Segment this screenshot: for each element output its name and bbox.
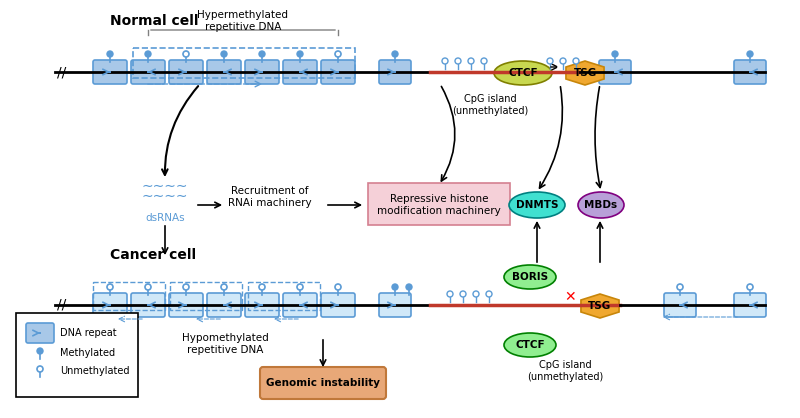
Circle shape bbox=[259, 51, 265, 57]
Text: Hypomethylated
repetitive DNA: Hypomethylated repetitive DNA bbox=[182, 333, 268, 354]
Text: TSG: TSG bbox=[588, 301, 612, 311]
FancyBboxPatch shape bbox=[245, 60, 279, 84]
Circle shape bbox=[747, 284, 753, 290]
FancyBboxPatch shape bbox=[93, 60, 127, 84]
FancyBboxPatch shape bbox=[131, 293, 165, 317]
Text: CpG island
(unmethylated): CpG island (unmethylated) bbox=[527, 360, 603, 382]
FancyBboxPatch shape bbox=[734, 60, 766, 84]
Polygon shape bbox=[566, 61, 604, 85]
FancyBboxPatch shape bbox=[321, 60, 355, 84]
Circle shape bbox=[560, 58, 566, 64]
Text: CTCF: CTCF bbox=[515, 340, 545, 350]
Ellipse shape bbox=[494, 61, 552, 85]
Ellipse shape bbox=[578, 192, 624, 218]
Text: CpG island
(unmethylated): CpG island (unmethylated) bbox=[452, 94, 528, 116]
FancyBboxPatch shape bbox=[283, 60, 317, 84]
Circle shape bbox=[547, 58, 553, 64]
Text: CTCF: CTCF bbox=[508, 68, 538, 78]
Circle shape bbox=[473, 291, 479, 297]
Circle shape bbox=[447, 291, 453, 297]
Circle shape bbox=[37, 348, 43, 354]
Circle shape bbox=[145, 284, 151, 290]
Text: //: // bbox=[57, 298, 66, 312]
Text: ∼∼∼∼: ∼∼∼∼ bbox=[142, 189, 188, 203]
Text: Repressive histone
modification machinery: Repressive histone modification machiner… bbox=[377, 194, 501, 216]
FancyBboxPatch shape bbox=[664, 293, 696, 317]
FancyBboxPatch shape bbox=[368, 183, 510, 225]
Circle shape bbox=[486, 291, 492, 297]
FancyBboxPatch shape bbox=[599, 60, 631, 84]
Circle shape bbox=[145, 51, 151, 57]
FancyBboxPatch shape bbox=[207, 60, 241, 84]
Circle shape bbox=[259, 284, 265, 290]
FancyBboxPatch shape bbox=[207, 293, 241, 317]
Circle shape bbox=[221, 51, 227, 57]
Ellipse shape bbox=[504, 265, 556, 289]
Circle shape bbox=[183, 51, 189, 57]
Circle shape bbox=[297, 51, 303, 57]
Circle shape bbox=[468, 58, 474, 64]
Circle shape bbox=[455, 58, 461, 64]
FancyBboxPatch shape bbox=[734, 293, 766, 317]
Circle shape bbox=[392, 51, 398, 57]
FancyBboxPatch shape bbox=[245, 293, 279, 317]
Circle shape bbox=[183, 284, 189, 290]
FancyBboxPatch shape bbox=[93, 293, 127, 317]
Circle shape bbox=[392, 284, 398, 290]
Text: DNA repeat: DNA repeat bbox=[60, 328, 117, 338]
Text: TSG: TSG bbox=[574, 68, 597, 78]
Circle shape bbox=[107, 51, 113, 57]
FancyBboxPatch shape bbox=[321, 293, 355, 317]
FancyBboxPatch shape bbox=[379, 293, 411, 317]
Circle shape bbox=[442, 58, 448, 64]
Circle shape bbox=[335, 284, 341, 290]
FancyBboxPatch shape bbox=[169, 293, 203, 317]
Polygon shape bbox=[581, 294, 619, 318]
Text: Recruitment of
RNAi machinery: Recruitment of RNAi machinery bbox=[228, 186, 312, 208]
Text: MBDs: MBDs bbox=[585, 200, 618, 210]
Circle shape bbox=[335, 51, 341, 57]
Text: Unmethylated: Unmethylated bbox=[60, 366, 130, 376]
Text: Genomic instability: Genomic instability bbox=[266, 378, 380, 388]
Text: Hypermethylated
repetitive DNA: Hypermethylated repetitive DNA bbox=[198, 10, 289, 32]
Circle shape bbox=[406, 284, 412, 290]
Text: ✕: ✕ bbox=[564, 290, 576, 304]
Circle shape bbox=[460, 291, 466, 297]
Text: DNMTS: DNMTS bbox=[516, 200, 558, 210]
FancyBboxPatch shape bbox=[16, 313, 138, 397]
Ellipse shape bbox=[504, 333, 556, 357]
Circle shape bbox=[297, 284, 303, 290]
Circle shape bbox=[37, 366, 43, 372]
Text: Methylated: Methylated bbox=[60, 348, 115, 358]
Circle shape bbox=[481, 58, 487, 64]
Circle shape bbox=[612, 51, 618, 57]
Circle shape bbox=[221, 284, 227, 290]
FancyBboxPatch shape bbox=[283, 293, 317, 317]
FancyBboxPatch shape bbox=[26, 323, 54, 343]
Text: dsRNAs: dsRNAs bbox=[145, 213, 185, 223]
Circle shape bbox=[573, 58, 579, 64]
Circle shape bbox=[747, 51, 753, 57]
Text: Normal cell: Normal cell bbox=[110, 14, 198, 28]
Circle shape bbox=[107, 284, 113, 290]
Text: Cancer cell: Cancer cell bbox=[110, 248, 196, 262]
Text: BORIS: BORIS bbox=[512, 272, 548, 282]
Text: ∼∼∼∼: ∼∼∼∼ bbox=[142, 179, 188, 193]
FancyBboxPatch shape bbox=[131, 60, 165, 84]
Circle shape bbox=[677, 284, 683, 290]
Text: //: // bbox=[57, 65, 66, 79]
FancyBboxPatch shape bbox=[169, 60, 203, 84]
Ellipse shape bbox=[509, 192, 565, 218]
FancyBboxPatch shape bbox=[260, 367, 386, 399]
FancyBboxPatch shape bbox=[379, 60, 411, 84]
